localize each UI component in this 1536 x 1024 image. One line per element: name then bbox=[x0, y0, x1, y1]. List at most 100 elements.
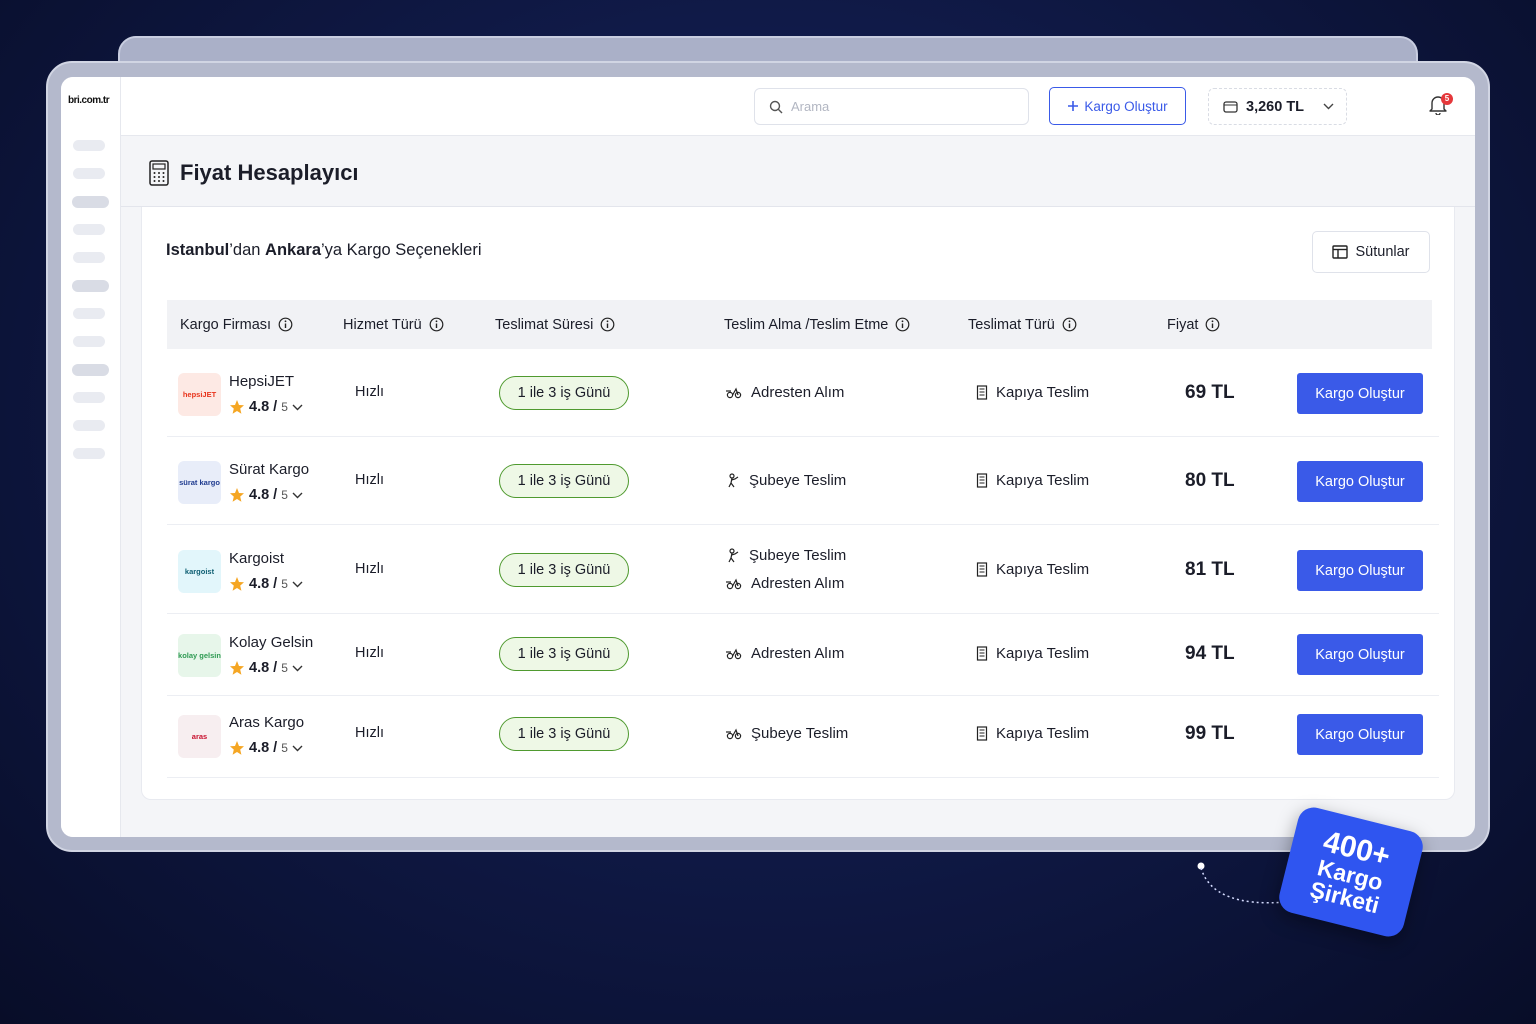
sidebar-item[interactable] bbox=[72, 364, 109, 376]
search-box[interactable] bbox=[754, 88, 1029, 125]
sidebar-item[interactable] bbox=[73, 392, 105, 403]
sidebar: bri.com.tr bbox=[61, 77, 121, 837]
pickup-icon bbox=[726, 648, 742, 660]
carrier-rating[interactable]: 4.8/5 bbox=[229, 399, 303, 415]
create-shipment-button[interactable]: Kargo Oluştur bbox=[1297, 550, 1423, 591]
carrier-logo: hepsiJET bbox=[178, 373, 221, 416]
card-title: Istanbul’dan Ankara’ya Kargo Seçenekleri bbox=[166, 241, 482, 260]
balance-selector[interactable]: 3,260 TL bbox=[1208, 88, 1347, 125]
info-icon[interactable] bbox=[600, 317, 615, 332]
table-row: kargoist Kargoist 4.8/5 Hızlı 1 ile 3 iş… bbox=[167, 525, 1439, 614]
create-shipment-button[interactable]: Kargo Oluştur bbox=[1297, 634, 1423, 675]
delivery-duration: 1 ile 3 iş Günü bbox=[499, 376, 629, 410]
carrier-name: Sürat Kargo bbox=[229, 461, 310, 478]
balance-amount: 3,260 TL bbox=[1246, 98, 1305, 115]
sidebar-item[interactable] bbox=[73, 308, 105, 319]
page-header: Fiyat Hesaplayıcı bbox=[148, 160, 359, 186]
info-icon[interactable] bbox=[1062, 317, 1077, 332]
delivery-type: Kapıya Teslim bbox=[976, 472, 1089, 489]
header-label: Hizmet Türü bbox=[343, 316, 422, 333]
header-cell: Kargo Firması bbox=[180, 300, 293, 349]
branch-icon bbox=[728, 473, 739, 488]
sidebar-item[interactable] bbox=[73, 224, 105, 235]
info-icon[interactable] bbox=[429, 317, 444, 332]
rating-max: 5 bbox=[281, 741, 288, 755]
delivery-type: Kapıya Teslim bbox=[976, 561, 1089, 578]
carrier-rating[interactable]: 4.8/5 bbox=[229, 576, 303, 592]
create-shipment-button[interactable]: Kargo Oluştur bbox=[1297, 461, 1423, 502]
create-shipment-button[interactable]: Kargo Oluştur bbox=[1297, 714, 1423, 755]
title-rest: ’ya Kargo Seçenekleri bbox=[321, 241, 482, 259]
bell-icon[interactable] bbox=[1429, 95, 1447, 115]
service-type: Hızlı bbox=[355, 725, 384, 741]
delivery-label: Kapıya Teslim bbox=[996, 384, 1090, 401]
sidebar-item[interactable] bbox=[73, 140, 105, 151]
pickup-icon bbox=[726, 578, 742, 590]
info-icon[interactable] bbox=[1205, 317, 1220, 332]
price: 94 TL bbox=[1185, 643, 1235, 664]
columns-icon bbox=[1332, 245, 1349, 259]
pickup-method: Adresten Alım bbox=[726, 575, 844, 592]
carrier-logo: sürat kargo bbox=[178, 461, 221, 504]
info-icon[interactable] bbox=[278, 317, 293, 332]
door-icon bbox=[976, 473, 988, 488]
door-icon bbox=[976, 726, 988, 741]
header-label: Teslimat Süresi bbox=[495, 316, 594, 333]
pickup-method: Şubeye Teslim bbox=[726, 725, 848, 742]
carrier-rating[interactable]: 4.8/5 bbox=[229, 740, 303, 756]
service-type: Hızlı bbox=[355, 472, 384, 488]
info-icon[interactable] bbox=[895, 317, 910, 332]
sidebar-item[interactable] bbox=[73, 448, 105, 459]
branch-icon bbox=[728, 548, 739, 563]
service-type: Hızlı bbox=[355, 645, 384, 661]
header-cell: Hizmet Türü bbox=[343, 300, 444, 349]
create-shipment-top-button[interactable]: Kargo Oluştur bbox=[1049, 87, 1186, 125]
door-icon bbox=[976, 562, 988, 577]
origin-suffix: ’dan bbox=[229, 241, 266, 259]
rating-max: 5 bbox=[281, 661, 288, 675]
delivery-type: Kapıya Teslim bbox=[976, 645, 1089, 662]
table-row: sürat kargo Sürat Kargo 4.8/5 Hızlı 1 il… bbox=[167, 437, 1439, 525]
sidebar-item[interactable] bbox=[72, 196, 109, 208]
service-type: Hızlı bbox=[355, 384, 384, 400]
carrier-rating[interactable]: 4.8/5 bbox=[229, 660, 303, 676]
origin-city: Istanbul bbox=[166, 241, 230, 259]
price: 69 TL bbox=[1185, 382, 1235, 403]
rating-value: 4.8 bbox=[249, 487, 270, 503]
search-input[interactable] bbox=[791, 99, 991, 114]
star-icon bbox=[230, 661, 244, 675]
results-card: Istanbul’dan Ankara’ya Kargo Seçenekleri… bbox=[141, 207, 1455, 800]
carrier-name: Aras Kargo bbox=[229, 714, 305, 731]
pickup-label: Şubeye Teslim bbox=[751, 725, 849, 742]
carrier-name: Kolay Gelsin bbox=[229, 634, 314, 651]
carrier-logo: aras bbox=[178, 715, 221, 758]
sidebar-item[interactable] bbox=[73, 336, 105, 347]
header-label: Fiyat bbox=[1167, 316, 1199, 333]
sidebar-item[interactable] bbox=[73, 420, 105, 431]
delivery-label: Kapıya Teslim bbox=[996, 472, 1090, 489]
header-label: Kargo Firması bbox=[180, 316, 272, 333]
carrier-rating[interactable]: 4.8/5 bbox=[229, 487, 303, 503]
notification-badge: 5 bbox=[1441, 93, 1453, 105]
columns-label: Sütunlar bbox=[1355, 244, 1410, 260]
rating-value: 4.8 bbox=[249, 399, 270, 415]
door-icon bbox=[976, 646, 988, 661]
sidebar-item[interactable] bbox=[72, 280, 109, 292]
table-row: aras Aras Kargo 4.8/5 Hızlı 1 ile 3 iş G… bbox=[167, 696, 1439, 778]
delivery-label: Kapıya Teslim bbox=[996, 561, 1090, 578]
columns-button[interactable]: Sütunlar bbox=[1312, 231, 1430, 273]
rating-max: 5 bbox=[281, 400, 288, 414]
create-shipment-button[interactable]: Kargo Oluştur bbox=[1297, 373, 1423, 414]
divider bbox=[121, 206, 1475, 207]
pickup-icon bbox=[726, 728, 742, 740]
topbar: Kargo Oluştur 3,260 TL 5 bbox=[121, 77, 1475, 136]
sidebar-item[interactable] bbox=[73, 252, 105, 263]
star-icon bbox=[230, 400, 244, 414]
search-icon bbox=[769, 100, 783, 113]
service-type: Hızlı bbox=[355, 561, 384, 577]
destination-city: Ankara bbox=[265, 241, 321, 259]
header-label: Teslimat Türü bbox=[968, 316, 1055, 333]
header-cell: Fiyat bbox=[1167, 300, 1220, 349]
sidebar-item[interactable] bbox=[73, 168, 105, 179]
rating-value: 4.8 bbox=[249, 660, 270, 676]
